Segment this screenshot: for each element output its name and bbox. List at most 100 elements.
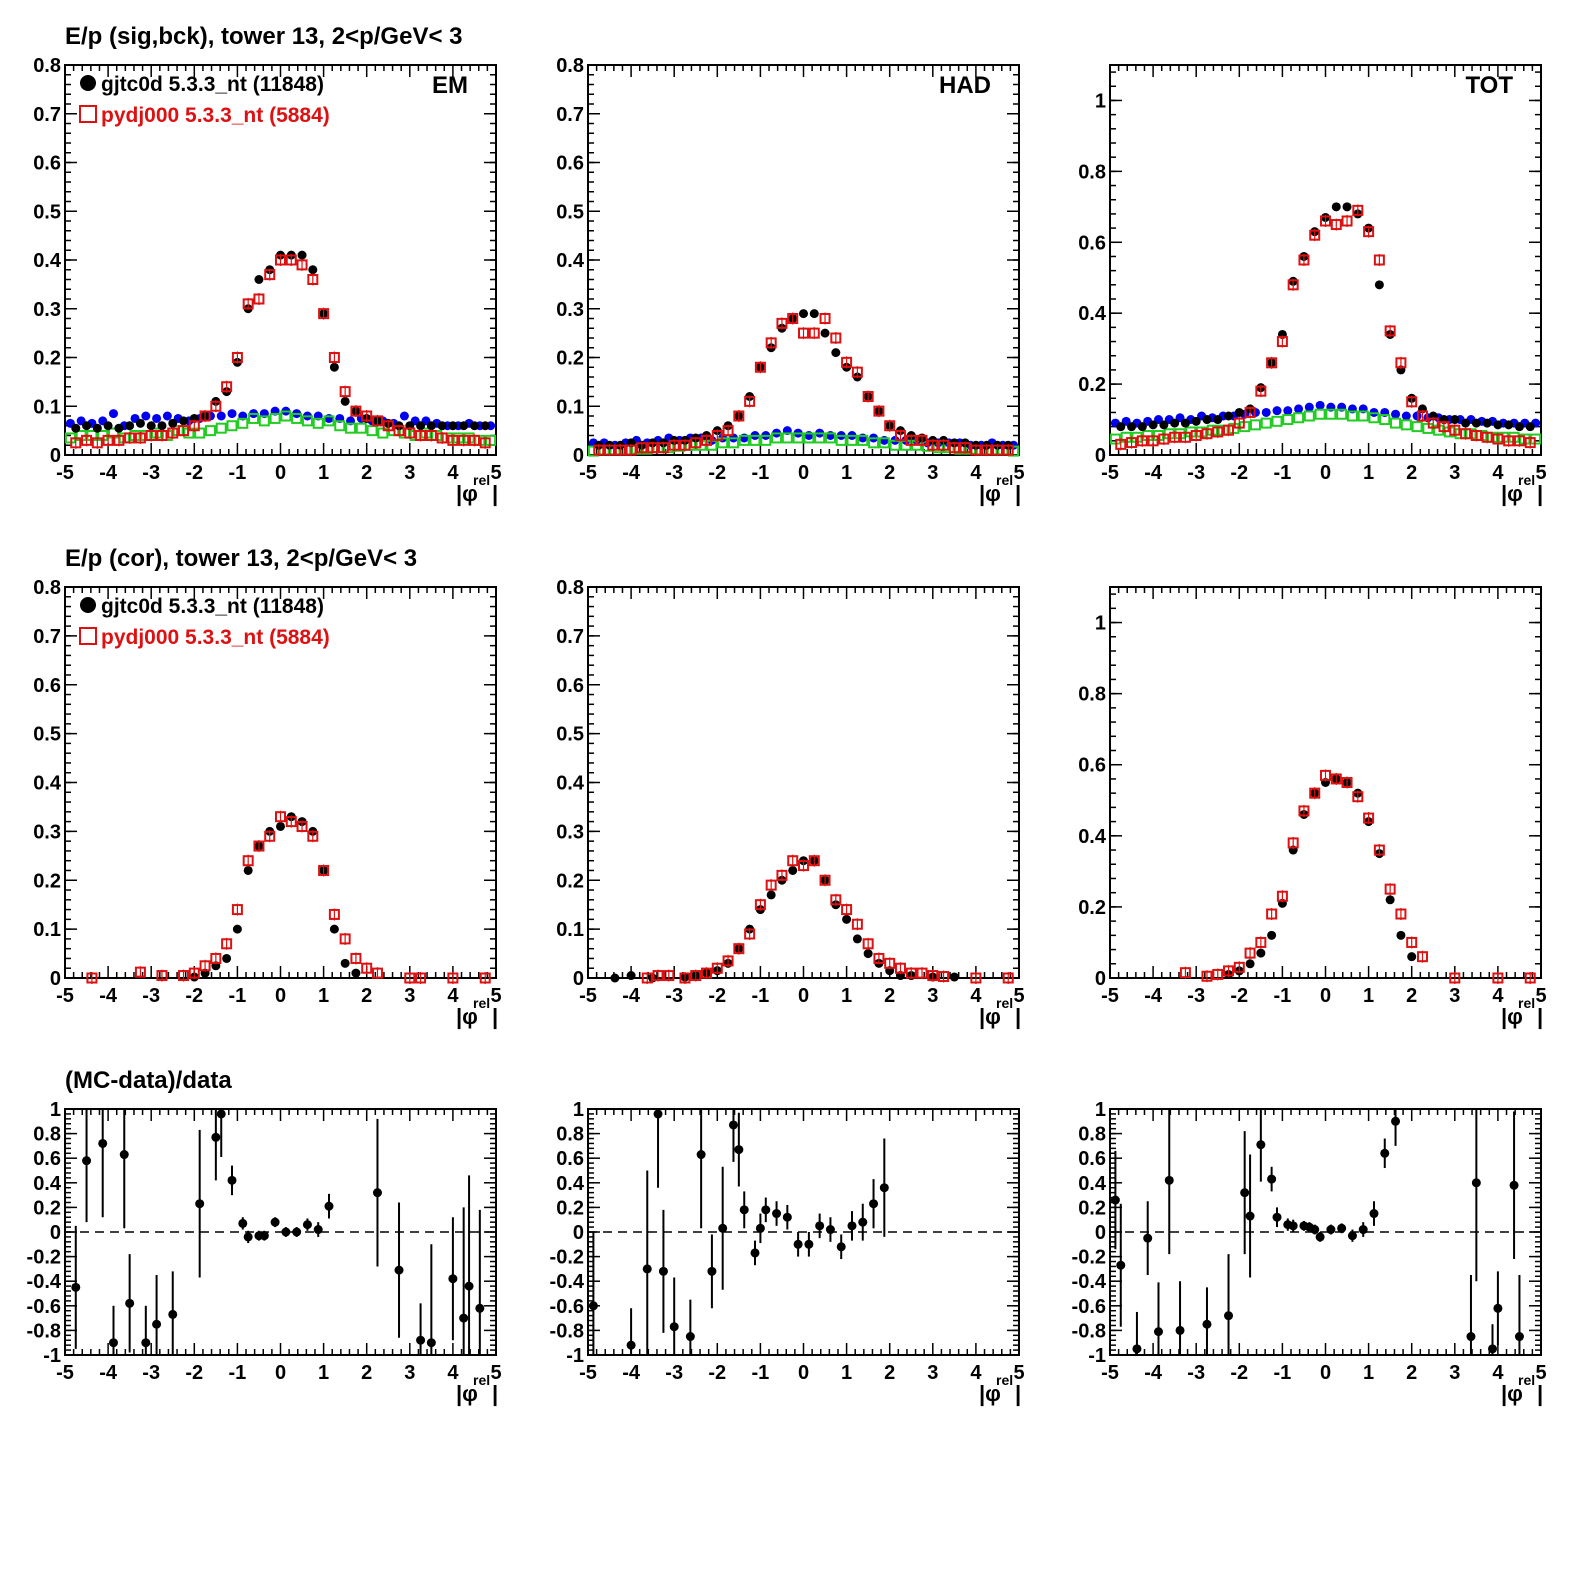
x-tick-label: 3 — [404, 1362, 415, 1384]
ratio-point — [847, 1221, 857, 1231]
x-tick-label: 3 — [404, 462, 415, 484]
y-tick-label: -0.6 — [550, 1296, 584, 1318]
data-point-gjtc0d — [610, 973, 620, 983]
y-tick-label: 0.1 — [33, 919, 61, 941]
x-tick-label: -1 — [752, 462, 770, 484]
background-mc-point — [1282, 414, 1294, 426]
data-point-gjtc0d — [1385, 895, 1395, 905]
y-tick-label: 0.4 — [33, 1173, 62, 1195]
ratio-point — [168, 1309, 178, 1319]
y-tick-label: 0.8 — [33, 577, 61, 599]
x-tick-label: 5 — [490, 462, 501, 484]
y-tick-label: -0.4 — [27, 1271, 62, 1293]
ratio-point — [1310, 1225, 1320, 1235]
x-axis-label-sup: rel — [473, 472, 490, 488]
x-tick-label: -3 — [1187, 985, 1205, 1007]
data-point-gjtc0d — [426, 421, 436, 431]
x-tick-label: 1 — [318, 1362, 329, 1384]
y-tick-label: 0.6 — [1078, 1148, 1106, 1170]
ratio-point — [869, 1199, 879, 1209]
x-tick-label: 2 — [884, 462, 895, 484]
background-mc-point — [1293, 412, 1305, 424]
background-data-point — [227, 409, 237, 419]
y-tick-label: 0.6 — [556, 1148, 584, 1170]
x-tick-label: 0 — [275, 462, 286, 484]
x-axis-label-sup: rel — [1518, 995, 1535, 1011]
x-tick-label: -5 — [56, 462, 74, 484]
y-tick-label: 0 — [50, 968, 61, 990]
x-tick-label: 0 — [275, 1362, 286, 1384]
data-point-gjtc0d — [114, 423, 124, 433]
background-mc-point — [760, 434, 772, 446]
ratio-point — [152, 1319, 162, 1329]
background-data-point — [879, 435, 889, 445]
x-tick-label: 1 — [1363, 1362, 1374, 1384]
y-tick-label: 0 — [573, 445, 584, 467]
ratio-point — [119, 1150, 129, 1160]
background-mc-point — [727, 437, 739, 449]
ratio-point — [772, 1209, 782, 1219]
background-mc-point — [248, 412, 260, 424]
ratio-point — [734, 1145, 744, 1155]
background-mc-point — [280, 410, 292, 422]
x-tick-label: -2 — [185, 462, 203, 484]
y-tick-label: 0.8 — [1078, 161, 1106, 183]
background-data-point — [1261, 407, 1271, 417]
legend-marker-data — [80, 597, 96, 613]
ratio-point — [793, 1239, 803, 1249]
background-mc-point — [204, 425, 216, 437]
y-tick-label: 0.7 — [33, 626, 61, 648]
data-point-gjtc0d — [831, 348, 841, 358]
data-point-gjtc0d — [1342, 202, 1352, 212]
background-mc-point — [857, 434, 869, 446]
data-point-gjtc0d — [459, 421, 469, 431]
y-tick-label: 0.2 — [556, 348, 584, 370]
y-tick-label: 0.5 — [556, 201, 584, 223]
data-point-gjtc0d — [1245, 959, 1255, 969]
data-point-gjtc0d — [329, 362, 339, 372]
background-data-point — [1401, 411, 1411, 421]
x-tick-label: -1 — [229, 1362, 247, 1384]
ratio-point — [475, 1303, 485, 1313]
background-mc-point — [803, 432, 815, 444]
data-point-gjtc0d — [1493, 420, 1503, 430]
x-tick-label: -1 — [229, 462, 247, 484]
ratio-point — [1466, 1332, 1476, 1342]
y-tick-label: 0.2 — [33, 1197, 61, 1219]
x-tick-label: -2 — [708, 462, 726, 484]
y-tick-label: 0.6 — [556, 675, 584, 697]
x-tick-label: 2 — [1406, 985, 1417, 1007]
background-data-point — [162, 411, 172, 421]
data-point-gjtc0d — [135, 418, 145, 428]
x-tick-label: -4 — [99, 1362, 118, 1384]
background-data-point — [739, 433, 749, 443]
x-tick-label: 2 — [884, 985, 895, 1007]
data-point-gjtc0d — [1504, 420, 1514, 430]
ratio-point — [243, 1232, 253, 1242]
x-axis-label-close: | — [1015, 1381, 1021, 1406]
ratio-point — [195, 1199, 205, 1209]
data-point-gjtc0d — [1170, 418, 1180, 428]
legend-label-data: gjtc0d 5.3.3_nt (11848) — [101, 73, 324, 96]
background-mc-point — [1303, 410, 1315, 422]
x-tick-label: -4 — [622, 1362, 641, 1384]
ratio-point — [707, 1266, 717, 1276]
ratio-point — [782, 1212, 792, 1222]
background-data-point — [1304, 402, 1314, 412]
x-tick-label: 1 — [841, 1362, 852, 1384]
x-tick-label: -3 — [142, 1362, 160, 1384]
ratio-point — [728, 1120, 738, 1130]
x-tick-label: 5 — [1013, 985, 1024, 1007]
x-tick-label: -2 — [185, 1362, 203, 1384]
y-tick-label: 0.6 — [556, 153, 584, 175]
x-tick-label: 1 — [318, 985, 329, 1007]
x-tick-label: 0 — [275, 985, 286, 1007]
data-point-gjtc0d — [71, 423, 81, 433]
y-tick-label: 0.4 — [33, 250, 62, 272]
legend-label-mc: pydj000 5.3.3_nt (5884) — [101, 104, 330, 127]
ratio-point — [1164, 1175, 1174, 1185]
data-point-gjtc0d — [1482, 418, 1492, 428]
data-point-gjtc0d — [179, 416, 189, 426]
ratio-point — [108, 1338, 118, 1348]
ratio-point — [82, 1156, 92, 1166]
